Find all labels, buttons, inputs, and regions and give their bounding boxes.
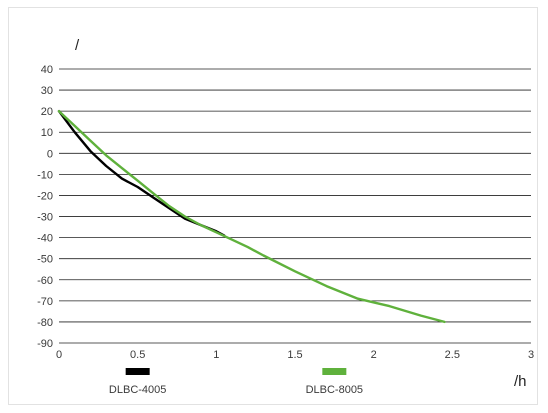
y-tick-label: -50 xyxy=(37,254,53,266)
gridlines xyxy=(59,68,531,344)
y-tick-label: -80 xyxy=(37,317,53,329)
y-tick-label: -20 xyxy=(37,190,53,202)
y-tick-label: 30 xyxy=(41,85,53,97)
x-tick-label: 2.5 xyxy=(445,349,460,361)
y-tick-label: 0 xyxy=(47,148,53,160)
y-tick-label: -40 xyxy=(37,233,53,245)
legend: DLBC-4005 DLBC-8005 xyxy=(109,368,363,396)
legend-label: DLBC-4005 xyxy=(109,384,166,396)
y-axis-label: / xyxy=(75,37,80,54)
x-tick-label: 0.5 xyxy=(130,349,145,361)
y-tick-labels: 40 30 20 10 0 -10 -20 -30 -40 -50 -60 -70 -80 -90 xyxy=(37,64,53,350)
x-tick-labels: 0 0.5 1 1.5 2 2.5 3 xyxy=(56,349,534,361)
y-tick-label: 10 xyxy=(41,127,53,139)
x-tick-label: 2 xyxy=(371,349,377,361)
legend-swatch xyxy=(125,368,150,375)
y-tick-label: -10 xyxy=(37,169,53,181)
x-axis-label: /h xyxy=(514,373,527,390)
y-tick-label: -30 xyxy=(37,212,53,224)
x-tick-label: 1 xyxy=(213,349,219,361)
series-line-2 xyxy=(57,109,446,324)
chart-frame: / /h 40 30 20 10 0 -10 -20 -30 -40 -50 -60 -70 -80 -9… xyxy=(8,7,538,405)
x-tick-label: 3 xyxy=(528,349,534,361)
x-tick-label: 1.5 xyxy=(287,349,302,361)
series-lines xyxy=(57,109,446,324)
y-tick-label: 20 xyxy=(41,106,53,118)
legend-label: DLBC-8005 xyxy=(306,384,363,396)
y-tick-label: -70 xyxy=(37,296,53,308)
y-tick-label: -90 xyxy=(37,338,53,350)
legend-swatch xyxy=(322,368,347,375)
y-tick-label: -60 xyxy=(37,275,53,287)
line-chart: / /h 403020100-10-20-30-40-50-60-70-80-9… xyxy=(37,37,534,396)
y-tick-label: 40 xyxy=(41,64,53,76)
x-tick-label: 0 xyxy=(56,349,62,361)
